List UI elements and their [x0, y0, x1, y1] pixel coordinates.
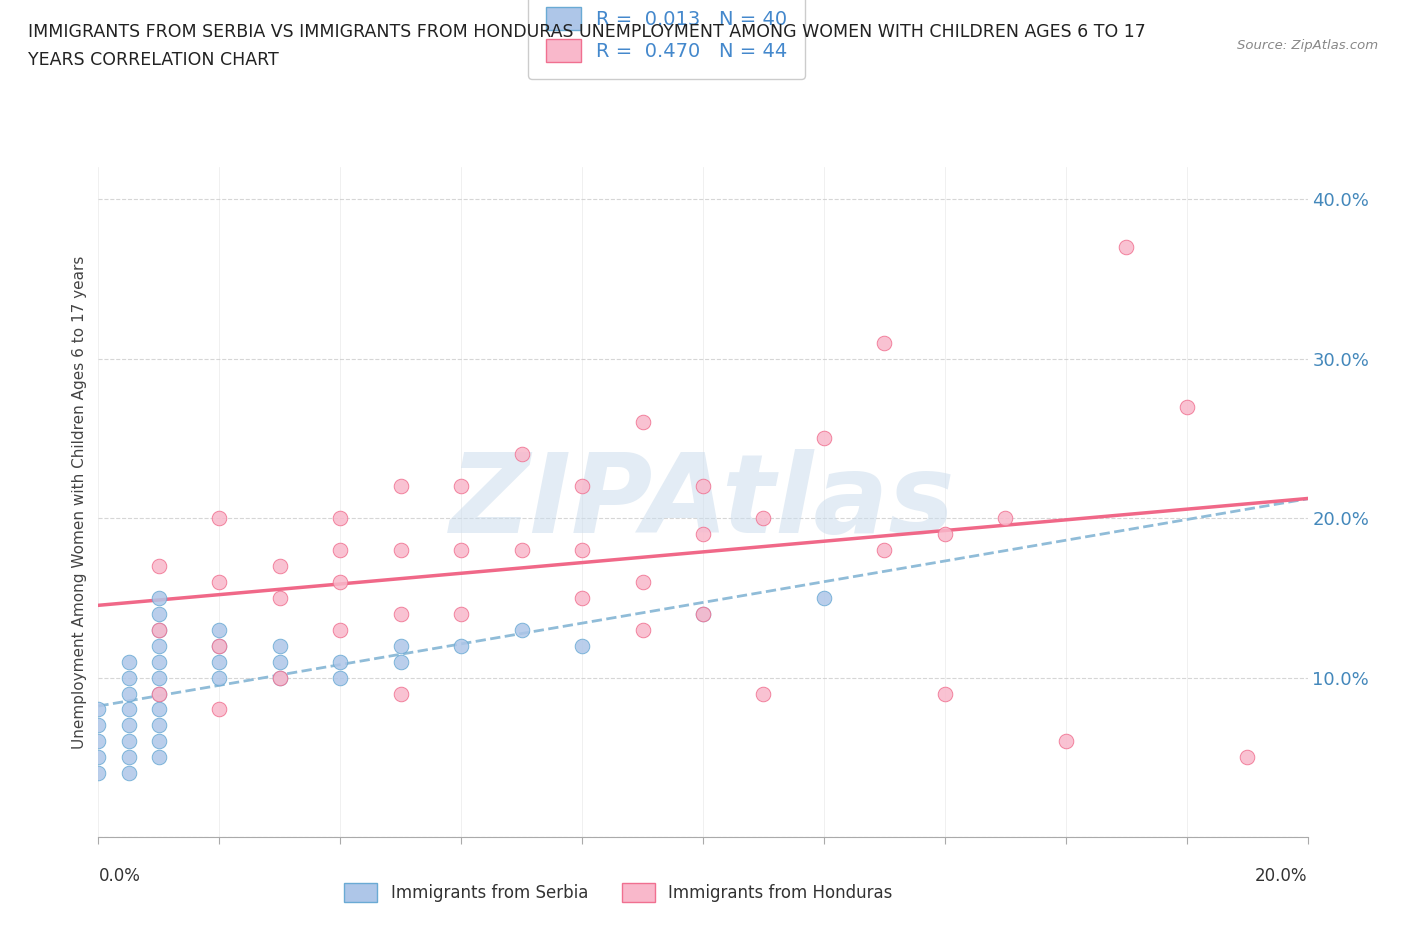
Point: [389, 638, 412, 653]
Point: [329, 542, 352, 557]
Point: [329, 671, 352, 685]
Point: [208, 575, 231, 590]
Point: [118, 702, 141, 717]
Point: [813, 431, 835, 445]
Text: ZIPAtlas: ZIPAtlas: [450, 448, 956, 556]
Point: [148, 654, 170, 669]
Text: 20.0%: 20.0%: [1256, 867, 1308, 885]
Point: [450, 479, 472, 494]
Point: [148, 671, 170, 685]
Point: [148, 702, 170, 717]
Point: [208, 702, 231, 717]
Point: [148, 734, 170, 749]
Point: [329, 622, 352, 637]
Point: [692, 606, 714, 621]
Point: [118, 734, 141, 749]
Point: [571, 591, 593, 605]
Point: [148, 686, 170, 701]
Point: [269, 671, 291, 685]
Point: [631, 622, 654, 637]
Text: IMMIGRANTS FROM SERBIA VS IMMIGRANTS FROM HONDURAS UNEMPLOYMENT AMONG WOMEN WITH: IMMIGRANTS FROM SERBIA VS IMMIGRANTS FRO…: [28, 23, 1146, 41]
Point: [571, 638, 593, 653]
Point: [87, 702, 110, 717]
Point: [148, 591, 170, 605]
Point: [329, 575, 352, 590]
Point: [692, 479, 714, 494]
Point: [752, 511, 775, 525]
Point: [269, 638, 291, 653]
Text: Source: ZipAtlas.com: Source: ZipAtlas.com: [1237, 39, 1378, 52]
Point: [329, 654, 352, 669]
Point: [571, 479, 593, 494]
Point: [208, 671, 231, 685]
Point: [269, 559, 291, 574]
Point: [510, 447, 533, 462]
Point: [1054, 734, 1077, 749]
Point: [269, 591, 291, 605]
Point: [1115, 240, 1137, 255]
Point: [389, 606, 412, 621]
Point: [208, 638, 231, 653]
Point: [692, 526, 714, 541]
Point: [269, 654, 291, 669]
Point: [148, 686, 170, 701]
Legend: Immigrants from Serbia, Immigrants from Honduras: Immigrants from Serbia, Immigrants from …: [337, 876, 900, 909]
Point: [752, 686, 775, 701]
Point: [148, 750, 170, 764]
Point: [389, 654, 412, 669]
Point: [1175, 399, 1198, 414]
Point: [148, 622, 170, 637]
Point: [148, 606, 170, 621]
Point: [631, 415, 654, 430]
Point: [631, 575, 654, 590]
Point: [389, 479, 412, 494]
Point: [934, 686, 956, 701]
Point: [269, 671, 291, 685]
Point: [389, 686, 412, 701]
Point: [873, 336, 896, 351]
Point: [208, 654, 231, 669]
Point: [87, 750, 110, 764]
Point: [510, 622, 533, 637]
Point: [148, 718, 170, 733]
Point: [934, 526, 956, 541]
Point: [118, 765, 141, 780]
Point: [118, 718, 141, 733]
Text: YEARS CORRELATION CHART: YEARS CORRELATION CHART: [28, 51, 278, 69]
Point: [148, 638, 170, 653]
Point: [148, 559, 170, 574]
Point: [87, 718, 110, 733]
Point: [389, 542, 412, 557]
Point: [208, 511, 231, 525]
Point: [208, 622, 231, 637]
Point: [450, 638, 472, 653]
Point: [1236, 750, 1258, 764]
Point: [118, 750, 141, 764]
Point: [692, 606, 714, 621]
Point: [510, 542, 533, 557]
Point: [329, 511, 352, 525]
Text: 0.0%: 0.0%: [98, 867, 141, 885]
Point: [87, 765, 110, 780]
Point: [813, 591, 835, 605]
Point: [450, 542, 472, 557]
Point: [148, 622, 170, 637]
Point: [994, 511, 1017, 525]
Point: [571, 542, 593, 557]
Point: [118, 686, 141, 701]
Point: [450, 606, 472, 621]
Point: [208, 638, 231, 653]
Point: [873, 542, 896, 557]
Point: [118, 654, 141, 669]
Point: [118, 671, 141, 685]
Y-axis label: Unemployment Among Women with Children Ages 6 to 17 years: Unemployment Among Women with Children A…: [72, 256, 87, 749]
Point: [87, 734, 110, 749]
